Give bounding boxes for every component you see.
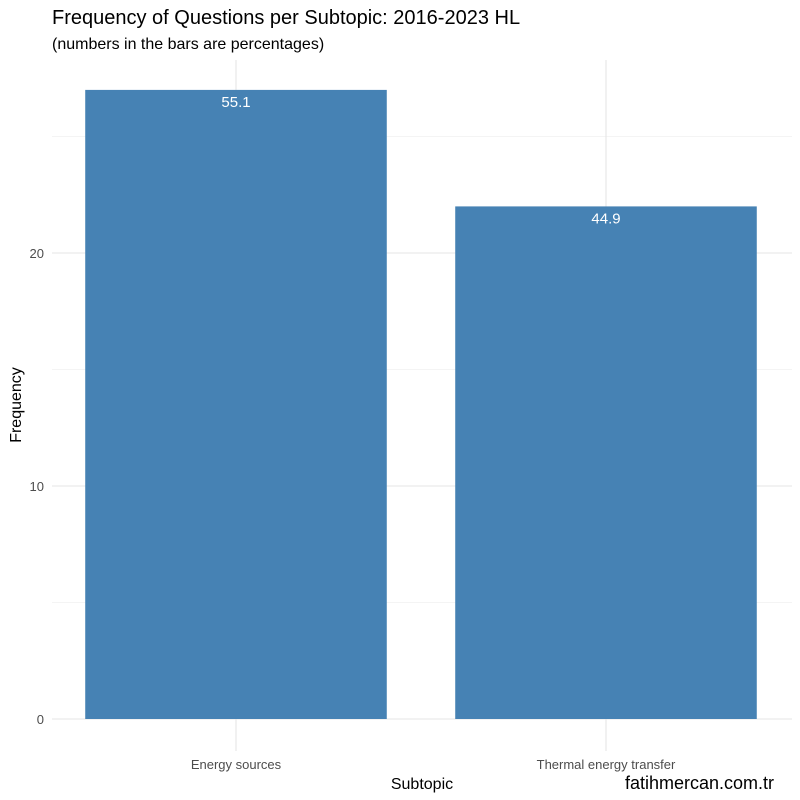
y-axis-title: Frequency <box>8 367 25 443</box>
bar <box>455 206 757 719</box>
bar-value-label: 44.9 <box>591 210 620 227</box>
y-tick-label: 0 <box>37 712 44 727</box>
bars <box>85 89 757 719</box>
y-tick-label: 20 <box>30 246 44 261</box>
x-axis-ticks: Energy sources Thermal energy transfer <box>191 757 676 772</box>
bar-value-label: 55.1 <box>221 94 250 111</box>
y-tick-label: 10 <box>30 479 44 494</box>
bar <box>85 89 387 719</box>
x-tick-label: Thermal energy transfer <box>537 757 676 772</box>
chart-subtitle: (numbers in the bars are percentages) <box>52 36 324 53</box>
watermark-text: fatihmercan.com.tr <box>625 773 774 793</box>
x-tick-label: Energy sources <box>191 757 282 772</box>
x-axis-title: Subtopic <box>391 776 453 793</box>
chart-title: Frequency of Questions per Subtopic: 201… <box>52 7 520 29</box>
y-axis-ticks: 0 10 20 <box>30 246 44 727</box>
bar-labels: 55.1 44.9 <box>221 94 620 227</box>
